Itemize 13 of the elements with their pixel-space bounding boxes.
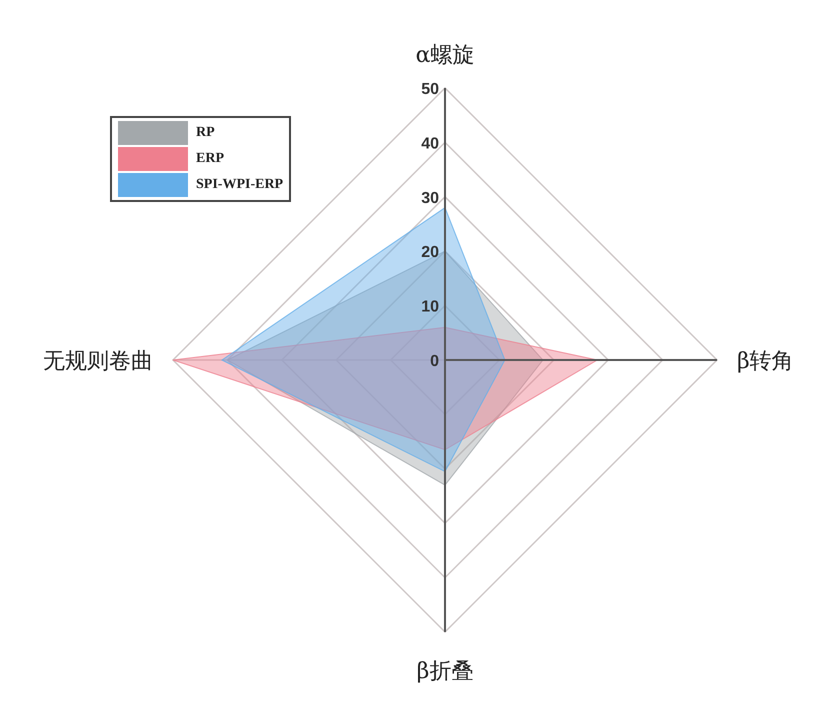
legend-label: SPI-WPI-ERP	[196, 177, 284, 193]
spoke-label: α螺旋	[416, 43, 474, 68]
y-tick-label: 20	[421, 244, 440, 262]
y-tick-label: 0	[430, 353, 440, 370]
spoke-label: 无规则卷曲	[43, 349, 153, 374]
y-tick-label: 50	[421, 81, 440, 98]
y-tick-label: 30	[421, 190, 440, 207]
y-tick-label: 40	[421, 135, 440, 152]
y-tick-label: 10	[421, 298, 440, 316]
spoke-label: β折叠	[416, 659, 474, 684]
legend-label: RP	[196, 125, 215, 141]
legend-label: ERP	[196, 151, 224, 167]
spoke-label: β转角	[737, 349, 794, 374]
